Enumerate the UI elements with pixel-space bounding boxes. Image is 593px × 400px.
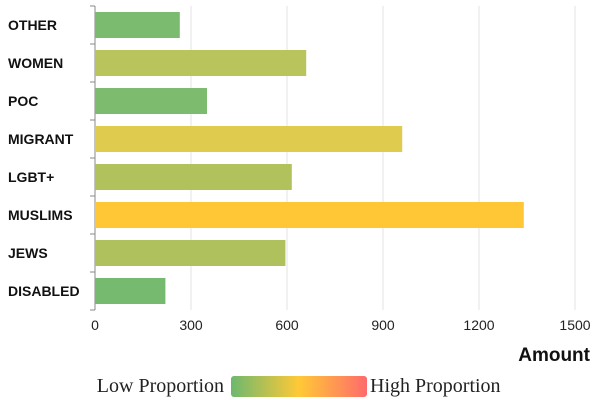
bar [95,12,180,38]
legend-low-label: Low Proportion [97,375,224,397]
bar [95,164,292,190]
x-tick-label: 600 [275,317,299,333]
bar [95,50,307,76]
legend: Low Proportion High Proportion [97,375,501,397]
category-label: WOMEN [8,55,63,71]
category-labels: OTHER WOMEN POC MIGRANT LGBT+ MUSLIMS JEWS DISA… [8,17,80,299]
x-tick-label: 1200 [463,317,494,333]
bar [95,202,524,228]
category-label: LGBT+ [8,169,54,185]
bar [95,240,286,266]
bar [95,126,403,152]
category-label: DISABLED [8,283,80,299]
bar [95,278,166,304]
x-axis-title: Amount [518,345,590,366]
category-label: POC [8,93,38,109]
x-tick-labels: 0 300 600 900 1200 1500 [91,317,591,333]
category-label: MUSLIMS [8,207,73,223]
x-tick-label: 300 [179,317,203,333]
category-label: JEWS [8,245,48,261]
y-axis [90,5,96,311]
category-label: MIGRANT [8,131,74,147]
category-label: OTHER [8,17,57,33]
bars [95,12,524,304]
x-tick-label: 900 [371,317,395,333]
bar [95,88,207,114]
legend-gradient-bar [231,376,367,397]
x-tick-label: 1500 [559,317,590,333]
x-tick-label: 0 [91,317,99,333]
legend-high-label: High Proportion [370,375,501,397]
